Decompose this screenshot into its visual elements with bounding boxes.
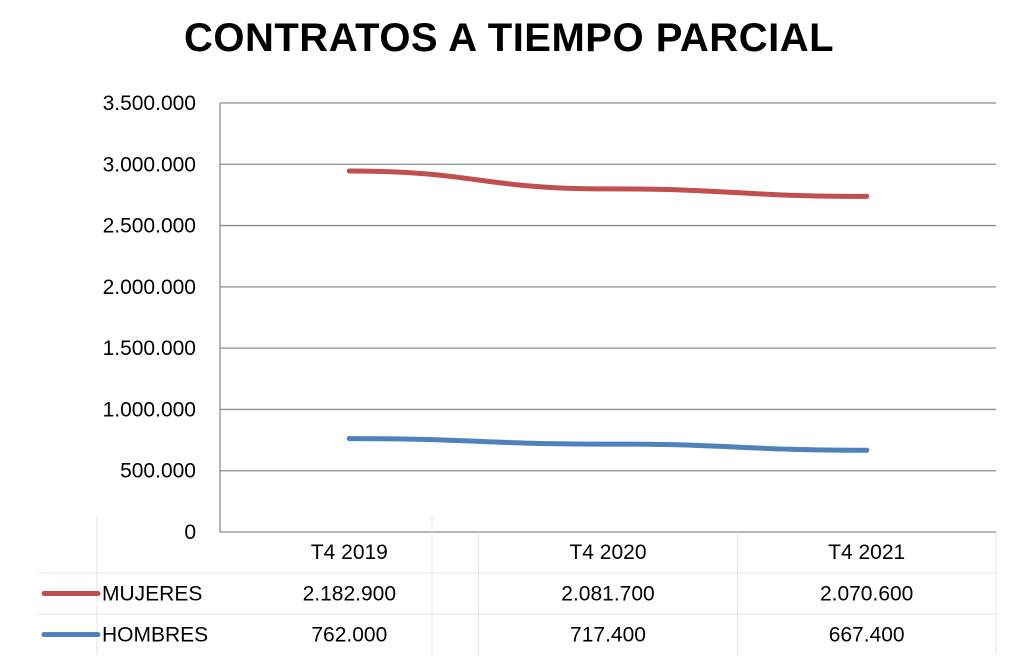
y-tick-label: 1.500.000 — [103, 337, 196, 360]
table-value-mujeres: 2.081.700 — [561, 583, 654, 606]
table-value-hombres: 762.000 — [311, 624, 387, 647]
data-point-hombres — [605, 441, 611, 447]
gridlines — [219, 102, 996, 532]
y-tick-label: 0 — [184, 521, 196, 544]
series-lines — [346, 168, 870, 453]
x-category-label: T4 2019 — [311, 541, 388, 564]
data-table: T4 2019 T4 2020 T4 2021 MUJERES 2.182.900 2.0… — [38, 516, 997, 655]
y-axis-tick-labels: 0 500.000 1.000.000 1.500.000 2.000.000 2.500… — [103, 92, 196, 544]
table-value-mujeres: 2.182.900 — [303, 583, 396, 606]
table-value-mujeres: 2.070.600 — [820, 583, 913, 606]
series-line-mujeres — [346, 168, 870, 199]
data-point-hombres — [864, 447, 870, 453]
legend-label-mujeres: MUJERES — [102, 583, 202, 606]
y-tick-label: 2.000.000 — [103, 276, 196, 299]
chart-title: CONTRATOS A TIEMPO PARCIAL — [183, 16, 835, 60]
y-tick-label: 500.000 — [120, 460, 196, 483]
legend-label-hombres: HOMBRES — [102, 624, 208, 647]
data-point-mujeres — [605, 186, 611, 192]
y-tick-label: 3.000.000 — [103, 153, 196, 176]
data-point-mujeres — [864, 193, 870, 199]
table-value-hombres: 717.400 — [570, 624, 646, 647]
y-tick-label: 3.500.000 — [103, 92, 196, 115]
y-tick-label: 1.000.000 — [103, 398, 196, 421]
x-category-label: T4 2021 — [828, 541, 905, 564]
data-point-mujeres — [346, 168, 352, 174]
data-point-hombres — [346, 436, 352, 442]
y-tick-label: 2.500.000 — [103, 215, 196, 238]
x-category-label: T4 2020 — [569, 541, 646, 564]
table-value-hombres: 667.400 — [829, 624, 905, 647]
